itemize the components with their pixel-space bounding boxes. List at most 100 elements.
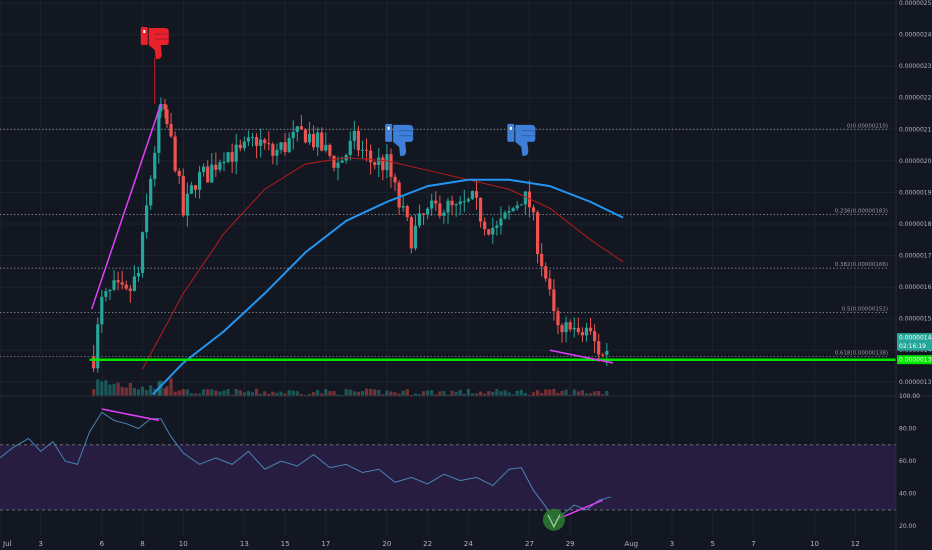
checkmark-stroke	[547, 514, 561, 529]
rsi-divergence-line[interactable]	[101, 408, 159, 422]
ma-slow-line[interactable]	[142, 157, 624, 370]
candle-body	[206, 166, 210, 183]
time-tick-label: Aug	[624, 540, 638, 548]
candle-body	[527, 191, 532, 208]
candle-body	[267, 143, 271, 145]
candle-body	[503, 212, 507, 219]
candle-body	[218, 162, 222, 170]
price-tick-label: 0.00000220	[899, 95, 932, 102]
candle-body	[564, 322, 568, 333]
candle-body	[421, 213, 426, 215]
candle-body	[584, 327, 589, 336]
volume-bar	[511, 394, 515, 396]
candle-body	[210, 164, 214, 183]
volume-bar	[409, 394, 413, 396]
thumb-hand	[515, 124, 536, 156]
candle-body	[491, 227, 495, 235]
rsi-axis[interactable]: 100.00 80.00 60.00 40.00 20.00	[899, 393, 920, 530]
fib-retracement[interactable]: 0(0.00000210) 0.236(0.00000183) 0.382(0.00…	[0, 123, 888, 357]
volume-bar	[474, 393, 479, 396]
price-tag-label: 0.00000137	[899, 357, 932, 364]
candle-body	[254, 137, 259, 146]
volume-bar	[242, 392, 246, 396]
candle-body	[454, 204, 458, 206]
candle-body	[108, 289, 112, 292]
volume-bar	[214, 390, 218, 396]
volume-bar	[344, 389, 348, 396]
candle-body	[597, 341, 601, 355]
candle-body	[234, 144, 238, 162]
volume-bar	[206, 389, 210, 396]
volume-bar	[136, 389, 141, 396]
candle-body	[531, 207, 536, 213]
candle-body	[401, 206, 405, 208]
candle-body	[193, 185, 198, 190]
candle-body	[593, 331, 597, 342]
candle-body	[364, 149, 369, 151]
volume-bar	[515, 390, 519, 396]
volume-bar	[348, 389, 352, 396]
trendlines[interactable]	[90, 103, 614, 364]
volume-bar	[145, 390, 149, 396]
candle-body	[373, 162, 377, 165]
candle-body	[540, 253, 544, 267]
trendline[interactable]	[549, 349, 614, 364]
price-axis[interactable]: 0.00000130 0.00000140 0.00000150 0.00000160…	[899, 0, 932, 386]
volume-bar	[454, 391, 458, 396]
volume-bar	[104, 380, 108, 396]
candle-body	[332, 155, 336, 168]
thumbs-down-blue-icon[interactable]	[385, 123, 414, 156]
volume-bar	[132, 388, 136, 396]
candle-body	[487, 229, 491, 235]
thumbs-down-blue-icon[interactable]	[507, 123, 536, 156]
rsi-band	[0, 444, 896, 510]
price-tick-label: 0.00000230	[899, 63, 932, 70]
ma-fast-line[interactable]	[152, 178, 624, 396]
candlesticks	[92, 97, 609, 373]
volume-bar	[540, 392, 544, 396]
volume-bar	[159, 380, 163, 396]
volume-bar	[580, 390, 584, 396]
candle-body	[588, 327, 593, 332]
thumbs-down-red-icon[interactable]	[140, 27, 169, 60]
candle-body	[397, 182, 401, 208]
volume-bar	[446, 394, 450, 396]
volume-bar	[279, 391, 283, 396]
volume-bar	[332, 390, 336, 396]
volume-bar	[328, 391, 332, 396]
volume-bar	[246, 391, 251, 396]
volume-bar	[605, 390, 609, 396]
volume-bar	[238, 390, 242, 396]
time-tick-label: 17	[321, 540, 330, 548]
annotation-icons[interactable]	[140, 27, 536, 156]
volume-bar	[336, 394, 340, 396]
price-tick-label: 0.00000250	[899, 0, 932, 7]
rsi-tick-label: 80.00	[899, 426, 916, 433]
time-axis[interactable]: Jul 3 6 8 10 13 15 17 20 22 24 27 29 Aug 3 5 7 10 12	[2, 540, 860, 548]
volume-bar	[271, 391, 275, 396]
candle-body	[360, 149, 365, 151]
rsi-divergence-lines[interactable]	[101, 408, 604, 531]
candle-body	[430, 200, 434, 209]
rsi-line	[0, 411, 612, 523]
candle-body	[283, 142, 287, 153]
volume-bar	[320, 393, 324, 396]
candle-body	[348, 140, 352, 155]
volume-bar	[531, 392, 536, 396]
volume-bar	[307, 394, 312, 396]
price-tag-label: 0.00000144	[899, 335, 932, 342]
trendline[interactable]	[90, 103, 162, 310]
time-tick-label: 29	[566, 540, 575, 548]
candle-body	[163, 103, 167, 110]
candle-body	[466, 199, 470, 202]
candle-body	[185, 193, 189, 216]
checkmark-circle-icon[interactable]	[542, 508, 565, 531]
price-tick-label: 0.00000190	[899, 189, 932, 196]
candle-body	[116, 280, 120, 283]
volume-bar	[303, 394, 308, 396]
volume-bar	[324, 389, 328, 396]
volume-bar	[385, 390, 389, 396]
candle-body	[393, 176, 397, 183]
candle-body	[417, 213, 422, 226]
